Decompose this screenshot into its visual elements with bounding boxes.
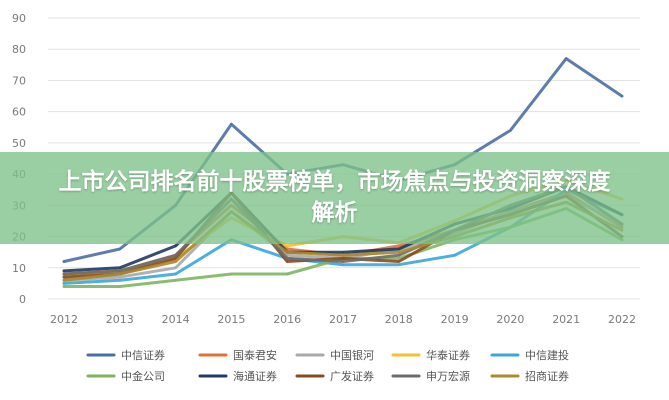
data-point [119,279,121,282]
legend-item: 国泰君安 [198,348,277,362]
data-point [453,254,456,257]
banner-title: 上市公司排名前十股票榜单，市场焦点与投资洞察深度解析 [58,169,611,226]
legend-label: 国泰君安 [233,348,277,362]
x-tick-label: 2019 [441,313,469,326]
data-point [63,285,65,288]
x-tick-label: 2020 [496,313,524,326]
data-point [565,57,567,60]
data-point [174,273,177,275]
data-point [286,257,289,260]
legend-item: 华泰证券 [391,348,470,362]
legend-item: 申万宏源 [391,369,470,383]
legend-item: 招商证券 [490,369,569,383]
y-tick-label: 10 [12,262,26,275]
data-point [63,270,65,272]
data-point [63,260,65,263]
data-point [398,248,400,250]
data-point [398,260,400,263]
data-point [119,270,121,272]
y-tick-label: 70 [12,74,26,87]
x-tick-label: 2014 [162,313,190,326]
data-point [119,285,121,288]
data-point [286,260,289,263]
data-point [174,266,177,269]
data-point [342,254,344,257]
data-point [174,279,177,282]
data-point [230,273,233,275]
data-point [174,260,177,263]
x-tick-label: 2012 [50,313,78,326]
data-point [342,260,344,263]
legend-item: 中信证券 [86,348,165,362]
data-point [174,254,177,257]
legend-item: 海通证券 [198,369,277,383]
legend-label: 中金公司 [121,369,165,383]
legend-label: 海通证券 [233,369,277,383]
data-point [174,257,177,260]
data-point [342,263,344,266]
legend-item: 中信建投 [490,348,569,362]
data-point [63,276,65,278]
y-tick-label: 90 [12,12,26,25]
legend-label: 广发证券 [330,369,374,383]
x-tick-label: 2016 [273,313,301,326]
x-tick-label: 2015 [217,313,245,326]
title-banner: 上市公司排名前十股票榜单，市场焦点与投资洞察深度解析 [0,152,669,244]
data-point [286,254,289,257]
x-tick-label: 2018 [385,313,413,326]
data-point [119,266,121,269]
y-tick-label: 50 [12,137,26,150]
data-point [119,273,121,275]
data-point [119,276,121,278]
legend-label: 申万宏源 [426,369,470,383]
legend-label: 中国银河 [330,348,374,362]
data-point [398,251,400,253]
legend-item: 中国银河 [295,348,374,362]
legend-label: 中信证券 [121,348,165,362]
data-point [174,245,177,247]
y-tick-label: 60 [12,106,26,119]
data-point [63,273,65,275]
legend-label: 中信建投 [525,348,569,362]
legend-item: 中金公司 [86,369,165,383]
x-tick-label: 2022 [608,313,636,326]
data-point [286,251,289,253]
data-point [398,254,400,257]
x-tick-label: 2017 [329,313,357,326]
x-tick-label: 2013 [106,313,134,326]
data-point [398,257,400,260]
legend-label: 招商证券 [525,369,569,383]
data-point [119,248,121,250]
data-point [398,245,400,247]
data-point [63,279,65,282]
data-point [342,257,344,260]
legend-label: 华泰证券 [426,348,470,362]
data-point [398,263,400,266]
data-point [286,273,289,275]
y-tick-label: 0 [19,293,26,306]
data-point [230,123,233,125]
x-axis-ticks: 2012 2013 2014 2015 2016 2017 2018 2019 2020 2021… [50,313,636,326]
y-tick-label: 80 [12,43,26,56]
data-point [63,282,65,285]
data-point [286,248,289,250]
data-point [342,251,344,253]
data-point [509,129,512,132]
x-tick-label: 2021 [552,313,580,326]
data-point [286,245,289,247]
data-point [621,95,623,97]
legend-item: 广发证券 [295,369,374,383]
